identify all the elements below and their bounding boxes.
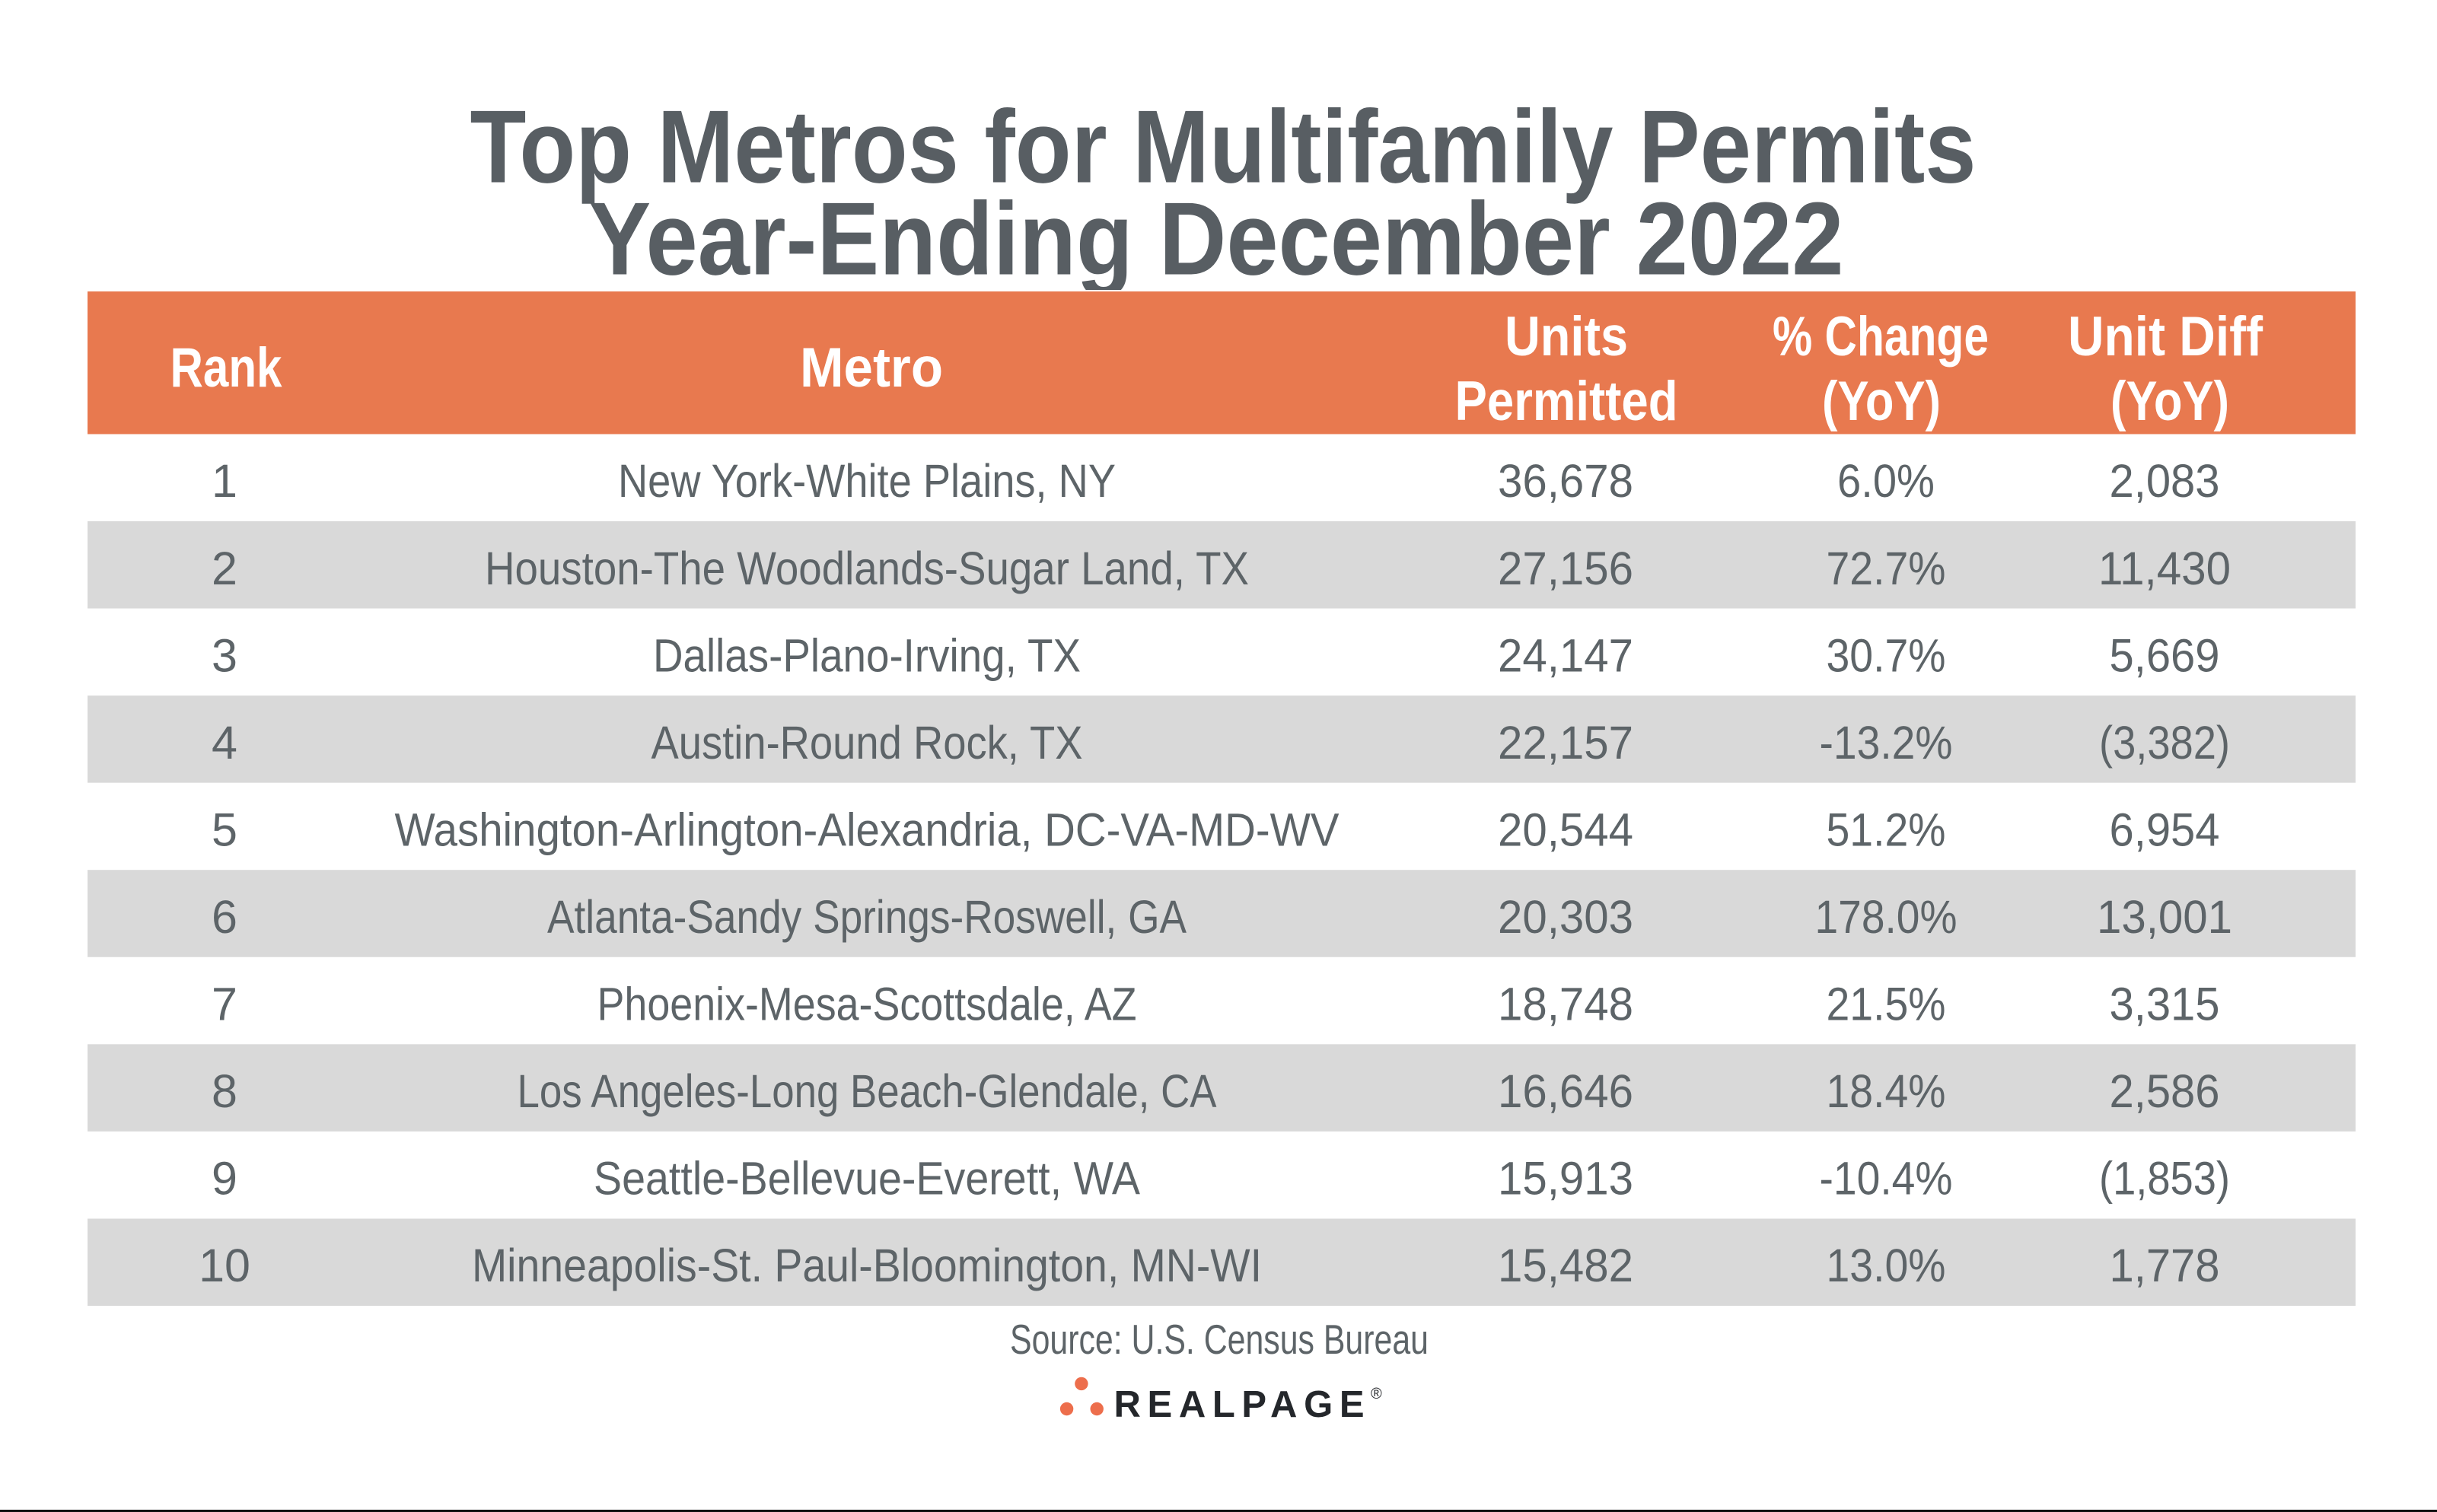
svg-text:20,303: 20,303 [1498,891,1633,943]
svg-text:Phoenix-Mesa-Scottsdale, AZ: Phoenix-Mesa-Scottsdale, AZ [597,979,1137,1030]
svg-text:Permitted: Permitted [1455,371,1678,432]
svg-text:2,586: 2,586 [2110,1065,2220,1117]
svg-text:2,083: 2,083 [2110,455,2220,507]
svg-text:21.5%: 21.5% [1827,979,1946,1030]
svg-text:Units: Units [1505,306,1628,368]
svg-text:(YoY): (YoY) [2110,371,2229,432]
svg-text:178.0%: 178.0% [1815,891,1958,943]
svg-text:13,001: 13,001 [2097,891,2232,943]
svg-text:Washington-Arlington-Alexandri: Washington-Arlington-Alexandria, DC-VA-M… [395,804,1340,855]
svg-text:(3,382): (3,382) [2099,717,2230,769]
svg-text:24,147: 24,147 [1498,629,1633,681]
svg-text:72.7%: 72.7% [1827,543,1946,594]
svg-text:27,156: 27,156 [1498,543,1633,594]
svg-text:®: ® [1371,1386,1382,1402]
svg-text:Metro: Metro [800,337,943,399]
svg-text:15,913: 15,913 [1498,1153,1633,1205]
svg-text:9: 9 [212,1153,237,1205]
svg-text:(YoY): (YoY) [1822,371,1941,432]
svg-text:Houston-The Woodlands-Sugar La: Houston-The Woodlands-Sugar Land, TX [485,543,1249,594]
svg-text:1: 1 [212,455,237,507]
svg-text:10: 10 [199,1240,250,1291]
svg-text:Seattle-Bellevue-Everett, WA: Seattle-Bellevue-Everett, WA [594,1153,1140,1205]
svg-text:Austin-Round Rock, TX: Austin-Round Rock, TX [651,717,1083,769]
svg-text:Atlanta-Sandy Springs-Roswell,: Atlanta-Sandy Springs-Roswell, GA [547,891,1187,943]
svg-text:8: 8 [212,1065,237,1117]
svg-text:3,315: 3,315 [2110,979,2220,1030]
svg-text:Source: U.S. Census Bureau: Source: U.S. Census Bureau [1010,1316,1429,1363]
svg-text:16,646: 16,646 [1498,1065,1633,1117]
svg-text:Minneapolis-St. Paul-Bloomingt: Minneapolis-St. Paul-Bloomington, MN-WI [472,1240,1262,1291]
svg-text:5: 5 [212,804,237,855]
svg-text:6.0%: 6.0% [1837,455,1935,507]
svg-text:-13.2%: -13.2% [1820,717,1953,769]
svg-text:3: 3 [212,629,237,681]
svg-text:22,157: 22,157 [1498,717,1633,769]
svg-text:4: 4 [212,717,237,769]
svg-text:Rank: Rank [170,337,282,399]
svg-text:% Change: % Change [1773,306,1989,368]
svg-text:18.4%: 18.4% [1827,1065,1946,1117]
svg-text:Dallas-Plano-Irving, TX: Dallas-Plano-Irving, TX [653,629,1081,681]
svg-text:Los Angeles-Long Beach-Glendal: Los Angeles-Long Beach-Glendale, CA [518,1065,1217,1117]
svg-text:Unit Diff: Unit Diff [2068,306,2263,368]
svg-text:36,678: 36,678 [1498,455,1633,507]
svg-text:13.0%: 13.0% [1827,1240,1946,1291]
svg-text:(1,853): (1,853) [2099,1153,2230,1205]
svg-text:6,954: 6,954 [2110,804,2220,855]
svg-text:1,778: 1,778 [2110,1240,2220,1291]
svg-text:15,482: 15,482 [1498,1240,1633,1291]
svg-text:11,430: 11,430 [2098,543,2231,594]
svg-text:-10.4%: -10.4% [1820,1153,1953,1205]
svg-text:20,544: 20,544 [1498,804,1633,855]
svg-text:New York-White Plains, NY: New York-White Plains, NY [618,455,1116,507]
svg-text:2: 2 [212,543,237,594]
svg-text:5,669: 5,669 [2110,629,2220,681]
svg-text:6: 6 [212,891,237,943]
svg-text:7: 7 [212,979,237,1030]
svg-text:18,748: 18,748 [1498,979,1633,1030]
svg-text:30.7%: 30.7% [1827,629,1946,681]
svg-text:51.2%: 51.2% [1827,804,1946,855]
svg-text:Year-Ending December 2022: Year-Ending December 2022 [589,181,1844,297]
svg-text:Top Metros for Multifamily Per: Top Metros for Multifamily Permits [470,89,1977,205]
